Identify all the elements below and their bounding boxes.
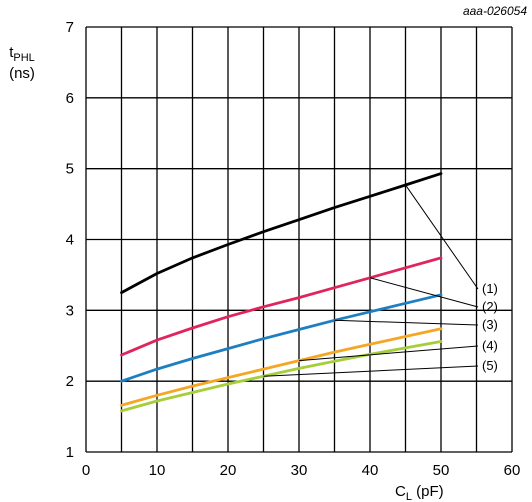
callout-leader xyxy=(298,345,479,362)
series-label: (1) xyxy=(482,281,498,296)
callout-leader xyxy=(405,184,479,290)
series-label: (2) xyxy=(482,299,498,314)
series-line xyxy=(120,293,443,383)
y-tick-label: 3 xyxy=(66,302,74,319)
series-line xyxy=(120,172,443,294)
series-group xyxy=(120,172,443,413)
x-tick-label: 10 xyxy=(149,462,166,479)
x-tick-label: 30 xyxy=(291,462,308,479)
callout-leader xyxy=(263,365,479,377)
series-label: (4) xyxy=(482,338,498,353)
x-axis-label: CL (pF) xyxy=(395,483,444,502)
x-tick-label: 50 xyxy=(433,462,450,479)
x-tick-label: 60 xyxy=(504,462,521,479)
y-axis-unit: (ns) xyxy=(9,65,35,82)
tick-labels: 0 10 20 30 40 50 60 1 2 3 4 5 6 7 xyxy=(66,19,521,479)
callout-leader xyxy=(369,277,479,308)
x-tick-label: 20 xyxy=(220,462,237,479)
series-label: (3) xyxy=(482,317,498,332)
y-tick-label: 7 xyxy=(66,19,74,36)
y-tick-label: 1 xyxy=(66,444,74,461)
figure-id: aaa-026054 xyxy=(463,4,527,18)
series-line xyxy=(120,256,443,357)
series-line xyxy=(120,327,443,407)
y-tick-label: 4 xyxy=(66,232,74,249)
grid xyxy=(85,26,513,453)
callouts: (1) (2) (3) (4) (5) xyxy=(263,184,498,377)
x-tick-label: 0 xyxy=(82,462,90,479)
y-tick-label: 6 xyxy=(66,90,74,107)
y-tick-label: 2 xyxy=(66,373,74,390)
y-tick-label: 5 xyxy=(66,161,74,178)
y-axis-label: tPHL xyxy=(9,44,35,64)
callout-leader xyxy=(334,319,479,326)
series-line xyxy=(120,340,443,413)
series-label: (5) xyxy=(482,358,498,373)
x-tick-label: 40 xyxy=(362,462,379,479)
